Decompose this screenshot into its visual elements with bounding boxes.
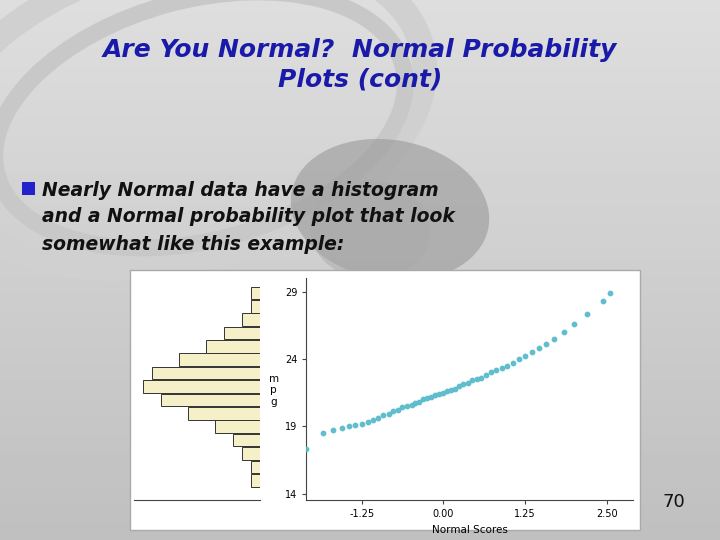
Point — [327, 426, 338, 435]
Bar — [161, 394, 260, 406]
Point — [392, 406, 403, 414]
Bar — [242, 313, 260, 326]
Point — [513, 355, 524, 363]
Point — [387, 407, 399, 416]
Point — [406, 400, 418, 409]
Y-axis label: m
p
g: m p g — [269, 374, 279, 407]
Bar — [251, 461, 260, 473]
Point — [350, 421, 361, 429]
Point — [485, 368, 497, 377]
Bar — [242, 447, 260, 460]
Point — [274, 483, 286, 491]
Point — [301, 445, 312, 454]
Bar — [188, 407, 260, 420]
Point — [558, 328, 570, 336]
Bar — [179, 354, 260, 366]
Point — [372, 414, 384, 422]
Bar — [251, 300, 260, 313]
Point — [457, 380, 469, 389]
Point — [317, 429, 328, 437]
Point — [445, 386, 456, 394]
Bar — [215, 420, 260, 433]
Bar — [143, 380, 260, 393]
Point — [449, 384, 460, 393]
Point — [490, 366, 502, 374]
Ellipse shape — [310, 180, 430, 280]
Point — [519, 352, 531, 361]
Point — [496, 364, 508, 373]
Point — [383, 410, 395, 418]
Point — [540, 340, 552, 348]
Point — [437, 388, 449, 397]
Point — [410, 399, 421, 408]
Point — [378, 411, 390, 420]
Point — [363, 418, 374, 427]
Point — [413, 397, 425, 406]
Point — [429, 391, 441, 400]
Point — [471, 375, 482, 383]
Point — [507, 359, 518, 367]
Bar — [22, 182, 35, 195]
Text: Are You Normal?  Normal Probability: Are You Normal? Normal Probability — [103, 38, 617, 62]
Bar — [152, 367, 260, 380]
Bar — [251, 474, 260, 487]
Point — [426, 392, 437, 401]
Point — [480, 371, 492, 380]
Point — [454, 382, 465, 390]
X-axis label: Normal Scores: Normal Scores — [432, 525, 508, 535]
Bar — [130, 270, 640, 530]
Point — [568, 320, 580, 328]
Bar — [224, 327, 260, 339]
Point — [397, 403, 408, 411]
Point — [441, 387, 452, 395]
Point — [418, 395, 429, 403]
Bar — [251, 287, 260, 299]
Point — [367, 415, 379, 424]
Text: 70: 70 — [662, 493, 685, 511]
Text: Plots (cont): Plots (cont) — [278, 68, 442, 92]
Point — [533, 344, 544, 353]
Point — [356, 419, 368, 428]
Point — [462, 379, 474, 388]
Point — [604, 288, 616, 297]
Point — [343, 422, 354, 430]
Point — [476, 374, 487, 382]
Text: somewhat like this example:: somewhat like this example: — [42, 234, 344, 253]
Point — [336, 423, 348, 432]
Bar — [206, 340, 260, 353]
Bar — [233, 434, 260, 447]
Point — [421, 394, 433, 402]
Point — [501, 361, 513, 370]
Point — [401, 402, 413, 410]
Ellipse shape — [291, 139, 489, 281]
Text: Nearly Normal data have a histogram: Nearly Normal data have a histogram — [42, 180, 438, 199]
Point — [598, 296, 609, 305]
Point — [526, 348, 537, 356]
Point — [433, 389, 445, 398]
Point — [467, 376, 478, 385]
Text: and a Normal probability plot that look: and a Normal probability plot that look — [42, 207, 455, 226]
Point — [581, 310, 593, 319]
Point — [549, 334, 560, 343]
